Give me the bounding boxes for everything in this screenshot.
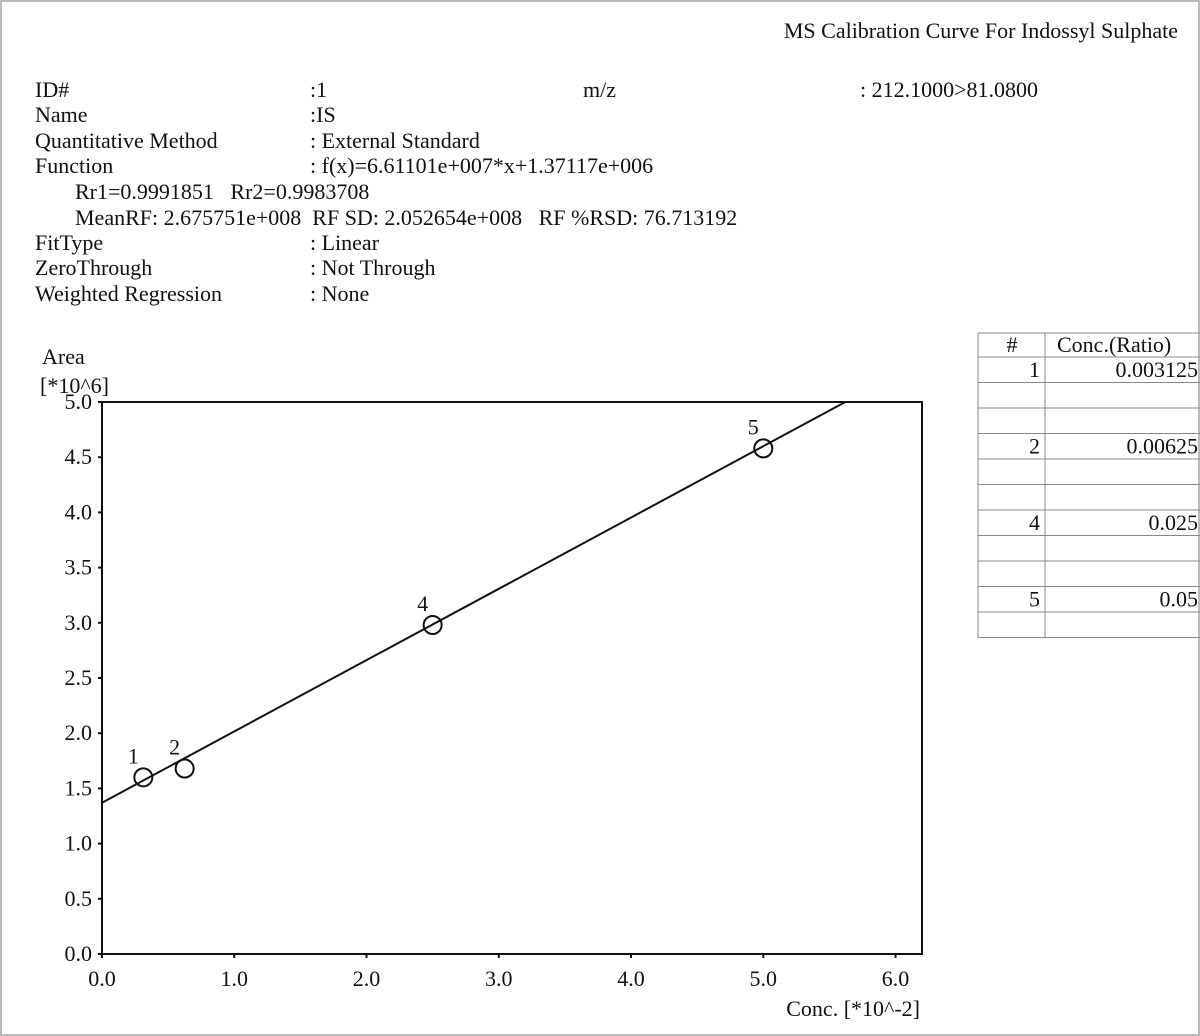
data-point — [753, 438, 774, 459]
y-tick-label: 1.5 — [65, 775, 93, 800]
field-label: Name — [35, 102, 88, 127]
point-label: 4 — [417, 591, 428, 616]
x-axis-label: Conc. [*10^-2] — [786, 996, 920, 1021]
field-label: Function — [35, 153, 113, 178]
field-value: : Not Through — [310, 255, 435, 280]
stats-line: Rr1=0.9991851 Rr2=0.9983708 — [75, 179, 369, 204]
y-axis-unit: [*10^6] — [40, 373, 109, 398]
x-tick-label: 3.0 — [485, 966, 513, 991]
mz-value: : 212.1000>81.0800 — [860, 77, 1038, 102]
field-value: : f(x)=6.61101e+007*x+1.37117e+006 — [310, 153, 653, 178]
point-label: 1 — [128, 743, 139, 768]
fit-line — [101, 401, 846, 804]
x-tick-label: 0.0 — [88, 966, 116, 991]
x-tick-label: 4.0 — [617, 966, 645, 991]
y-tick-label: 4.5 — [65, 444, 93, 469]
field-label: Weighted Regression — [35, 281, 222, 306]
table-cell: 1 — [1029, 357, 1040, 382]
data-point — [174, 758, 195, 779]
field-value: :IS — [310, 102, 336, 127]
y-tick-label: 2.0 — [65, 720, 93, 745]
plot-frame — [101, 401, 923, 955]
data-point — [422, 615, 443, 636]
table-cell: 0.05 — [1160, 587, 1199, 612]
field-value: : None — [310, 281, 369, 306]
data-point — [133, 767, 154, 788]
point-label: 5 — [748, 414, 759, 439]
y-tick-label: 1.0 — [65, 831, 93, 856]
y-axis-label: Area — [42, 344, 85, 369]
x-tick-label: 5.0 — [750, 966, 778, 991]
y-tick-label: 2.5 — [65, 665, 93, 690]
table-cell: 5 — [1029, 587, 1040, 612]
field-value: : Linear — [310, 230, 380, 255]
y-tick-label: 0.5 — [65, 886, 93, 911]
mz-label: m/z — [583, 77, 616, 102]
table-cell: 0.003125 — [1116, 357, 1199, 382]
x-tick-label: 1.0 — [221, 966, 249, 991]
report-title: MS Calibration Curve For Indossyl Sulpha… — [784, 18, 1178, 43]
x-tick-label: 6.0 — [882, 966, 910, 991]
field-label: ZeroThrough — [35, 255, 152, 280]
y-tick-label: 5.0 — [65, 389, 93, 414]
field-label: FitType — [35, 230, 103, 255]
y-tick-label: 0.0 — [65, 941, 93, 966]
point-label: 2 — [169, 735, 180, 760]
y-tick-label: 4.0 — [65, 499, 93, 524]
stats-line: MeanRF: 2.675751e+008 RF SD: 2.052654e+0… — [75, 205, 737, 230]
field-value: : External Standard — [310, 128, 480, 153]
field-value: :1 — [310, 77, 327, 102]
y-tick-label: 3.5 — [65, 555, 93, 580]
field-label: Quantitative Method — [35, 128, 218, 153]
table-cell: 0.00625 — [1127, 434, 1199, 459]
table-header: Conc.(Ratio) — [1057, 332, 1171, 357]
table-cell: 4 — [1029, 510, 1040, 535]
table-cell: 0.025 — [1149, 510, 1199, 535]
field-label: ID# — [35, 77, 69, 102]
y-tick-label: 3.0 — [65, 610, 93, 635]
table-header: # — [1007, 332, 1018, 357]
table-cell: 2 — [1029, 434, 1040, 459]
x-tick-label: 2.0 — [353, 966, 381, 991]
